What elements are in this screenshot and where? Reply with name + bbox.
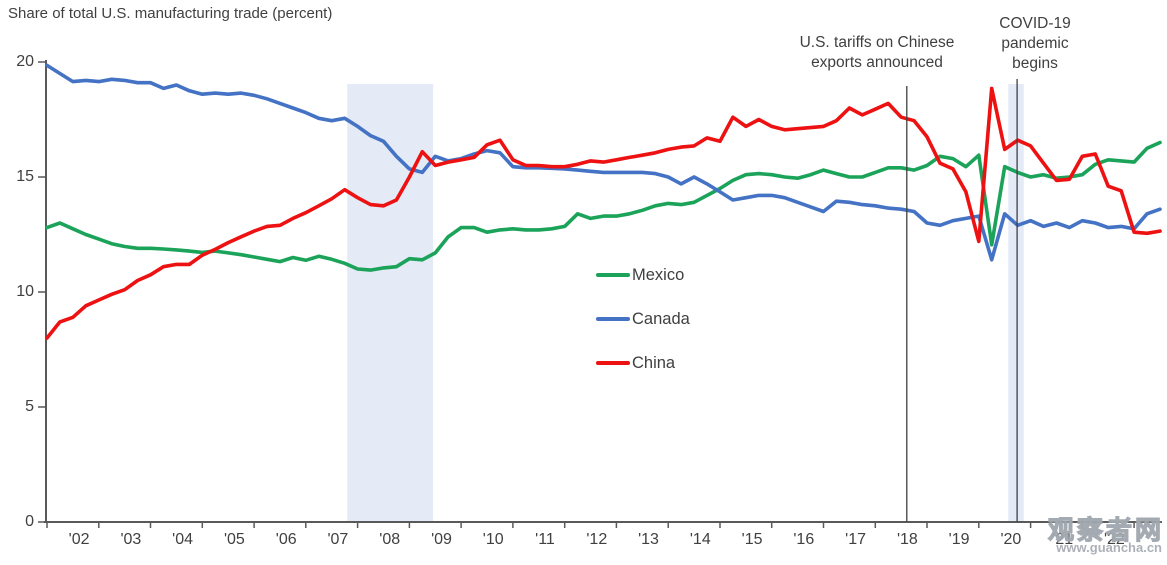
x-axis-label: '12 xyxy=(586,531,608,548)
y-axis-label: 15 xyxy=(16,168,34,185)
legend-label-canada: Canada xyxy=(632,309,690,328)
x-axis-label: '21 xyxy=(1052,531,1074,548)
x-axis-label: '11 xyxy=(535,531,555,548)
x-axis-label: '13 xyxy=(638,531,659,548)
legend-item-mexico: Mexico xyxy=(596,253,690,297)
x-axis-label: '14 xyxy=(689,531,711,548)
y-axis-label: 5 xyxy=(25,398,34,415)
annotation-tariff-line1: U.S. tariffs on Chinese xyxy=(799,34,955,51)
x-axis-label: '16 xyxy=(793,531,815,548)
x-axis-label: '07 xyxy=(327,531,349,548)
x-axis-label: '20 xyxy=(1000,531,1022,548)
x-axis-label: '03 xyxy=(120,531,142,548)
annotation-covid-line3: begins xyxy=(1012,55,1058,72)
legend: Mexico Canada China xyxy=(596,253,690,385)
y-axis-label: 10 xyxy=(16,283,34,300)
chart-title: Share of total U.S. manufacturing trade … xyxy=(8,5,333,22)
x-axis-label: '08 xyxy=(379,531,401,548)
legend-item-canada: Canada xyxy=(596,297,690,341)
x-axis-label: '15 xyxy=(741,531,763,548)
x-axis-label: '19 xyxy=(948,531,970,548)
y-axis-label: 20 xyxy=(16,53,34,70)
x-axis-label: '17 xyxy=(845,531,867,548)
annotation-covid: COVID-19 pandemic begins xyxy=(985,14,1085,74)
x-axis-label: '06 xyxy=(275,531,297,548)
watermark-logo: 观察者网 xyxy=(1047,514,1164,545)
china-line-swatch xyxy=(596,361,630,365)
x-axis-label: '05 xyxy=(223,531,245,548)
annotation-covid-line2: pandemic xyxy=(1001,35,1069,52)
legend-item-china: China xyxy=(596,341,690,385)
watermark-url: www.guancha.cn xyxy=(1056,540,1162,555)
annotation-tariff-line2: exports announced xyxy=(811,54,943,71)
mexico-line-swatch xyxy=(596,273,630,277)
x-axis-label: '18 xyxy=(896,531,918,548)
x-axis-label: '09 xyxy=(431,531,452,548)
x-axis-label: '02 xyxy=(68,531,90,548)
recession-band xyxy=(1008,84,1024,522)
legend-label-mexico: Mexico xyxy=(632,265,685,284)
annotation-covid-line1: COVID-19 xyxy=(999,15,1071,32)
canada-line xyxy=(45,63,1162,262)
x-axis-label: '22 xyxy=(1103,531,1125,548)
mexico-line xyxy=(45,140,1162,272)
china-line xyxy=(45,86,1162,340)
canada-line-swatch xyxy=(596,317,630,321)
annotation-tariff: U.S. tariffs on Chinese exports announce… xyxy=(777,33,977,73)
legend-label-china: China xyxy=(632,353,676,372)
x-axis-label: '04 xyxy=(172,531,194,548)
y-axis-label: 0 xyxy=(25,513,34,530)
x-axis-label: '10 xyxy=(482,531,504,548)
